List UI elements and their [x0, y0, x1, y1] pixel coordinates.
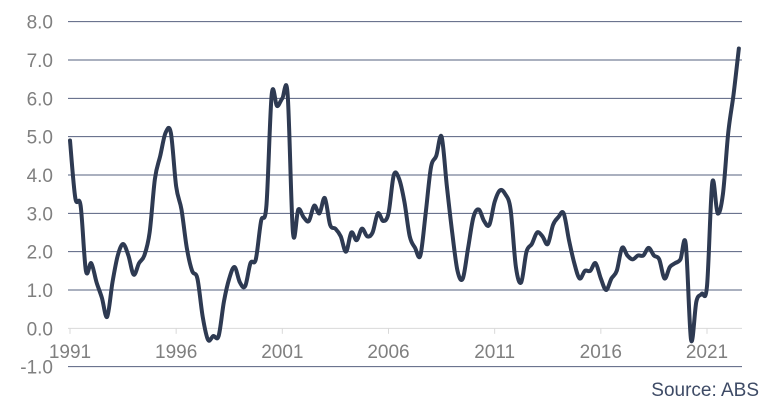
y-axis-label: 4.0 — [27, 166, 53, 187]
y-axis-label: 1.0 — [27, 281, 53, 302]
x-axis-label: 2021 — [686, 342, 728, 363]
y-axis-label: 6.0 — [27, 89, 53, 110]
gridlines-group — [68, 21, 742, 368]
x-axis-label: 2001 — [261, 342, 303, 363]
series-group — [68, 46, 741, 344]
x-axis-label: 2016 — [580, 342, 622, 363]
x-axis-label: 1996 — [155, 342, 197, 363]
y-axis-label: 5.0 — [27, 128, 53, 149]
y-axis-label: -1.0 — [20, 358, 53, 379]
data-series-line — [68, 46, 741, 344]
y-axis-labels-group: 8.0 7.0 6.0 5.0 4.0 3.0 2.0 1.0 0.0 -1.0 — [20, 13, 53, 379]
x-axis-label: 2006 — [367, 342, 409, 363]
y-axis-label: 8.0 — [27, 13, 53, 34]
y-axis-label: 0.0 — [27, 319, 53, 340]
y-axis-label: 2.0 — [27, 243, 53, 264]
x-axis-label: 1991 — [49, 342, 91, 363]
y-axis-label: 3.0 — [27, 204, 53, 225]
source-attribution: Source: ABS — [651, 380, 759, 402]
x-axis-label: 2011 — [474, 342, 515, 363]
x-axis-group — [69, 328, 708, 334]
x-axis-labels-group: 1991 1996 2001 2006 2011 2016 2021 — [49, 342, 728, 363]
y-axis-label: 7.0 — [27, 51, 53, 72]
